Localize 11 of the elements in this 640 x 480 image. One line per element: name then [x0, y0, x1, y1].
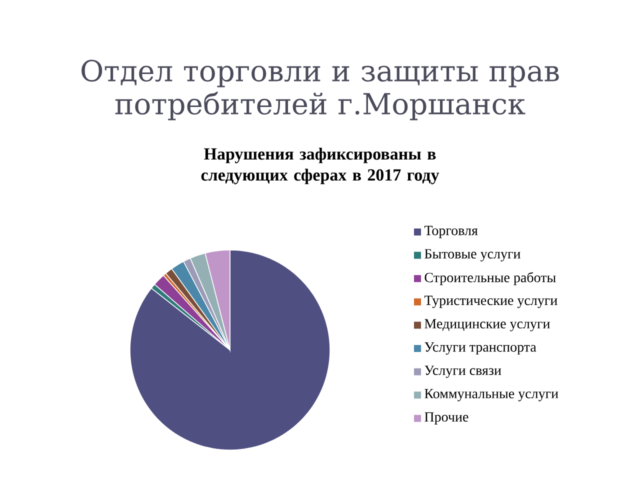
legend-label: Бытовые услуги [424, 249, 520, 262]
legend-label: Услуги связи [424, 366, 502, 378]
legend-label: Медицинские услуги [424, 319, 550, 332]
legend-label: Торговля [424, 226, 478, 238]
chart-title: Отдел торговли и защиты прав потребителей г.Моршанск [82, 60, 559, 120]
legend-label: Строительные работы [424, 272, 556, 286]
legend-label: Туристические услуги [424, 296, 558, 308]
legend-label: Прочие [424, 412, 468, 424]
chart-subtitle: Нарушения зафиксированы в следующих сферах в 2017 году [201, 148, 440, 184]
legend-label: Услуги транспорта [424, 342, 536, 355]
legend-label: Коммунальные услуги [424, 389, 558, 402]
